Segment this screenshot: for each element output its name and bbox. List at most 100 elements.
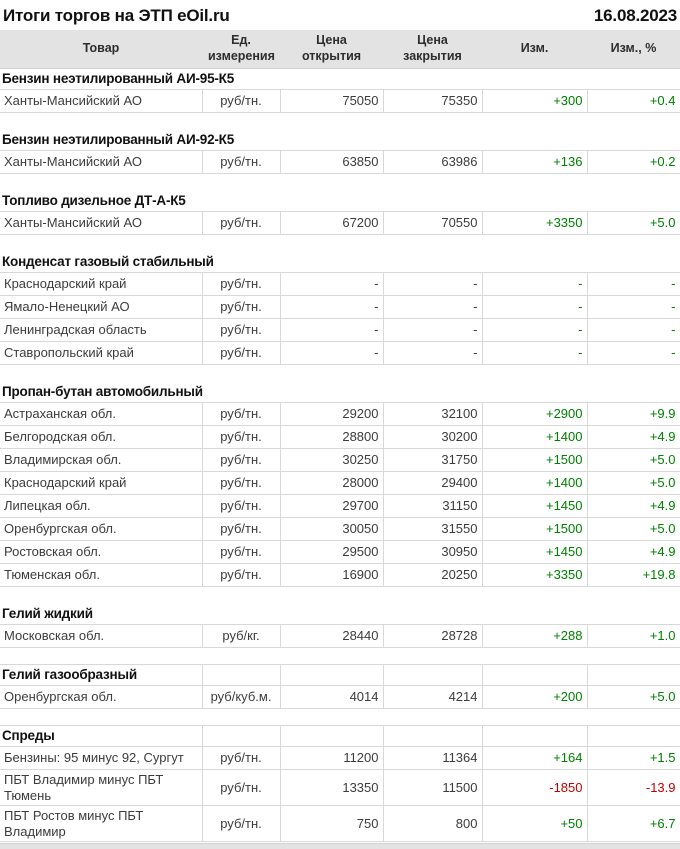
close-price-cell: 70550 [382, 211, 483, 235]
table-footer-bar [0, 843, 680, 849]
section-header-row: Гелий газообразный [0, 664, 680, 686]
title-bar: Итоги торгов на ЭТП eOil.ru 16.08.2023 [0, 0, 680, 30]
section-header-row: Спреды [0, 725, 680, 747]
change-pct-cell: +9.9 [586, 402, 680, 426]
column-header-change-pct: Изм., % [587, 30, 680, 69]
unit-cell: руб/тн. [201, 89, 281, 113]
unit-cell: руб/куб.м. [201, 685, 281, 709]
table-header: Товар Ед. измерения Цена открытия Цена з… [0, 30, 680, 69]
close-price-cell: 11364 [382, 746, 483, 770]
unit-cell: руб/тн. [201, 805, 281, 843]
column-header-product: Товар [0, 30, 202, 69]
section-header-row: Пропан-бутан автомобильный [0, 382, 680, 403]
section-empty-cell-open [279, 725, 384, 747]
unit-cell: руб/тн. [201, 517, 281, 541]
section-gap-row [0, 113, 680, 130]
report-date: 16.08.2023 [593, 5, 677, 25]
section-gap-row [0, 709, 680, 726]
product-cell: ПБТ Владимир минус ПБТ Тюмень [0, 768, 203, 807]
close-price-cell: 32100 [382, 402, 483, 426]
unit-cell: руб/тн. [201, 272, 281, 296]
open-price-cell: 63850 [279, 150, 384, 174]
product-cell: Астраханская обл. [0, 402, 203, 426]
section-empty-cell-open [279, 664, 384, 686]
open-price-cell: 28800 [279, 425, 384, 449]
change-cell: +1450 [481, 494, 588, 518]
open-price-cell: 4014 [279, 685, 384, 709]
change-pct-cell: - [586, 318, 680, 342]
product-cell: Оренбургская обл. [0, 517, 203, 541]
unit-cell: руб/тн. [201, 295, 281, 319]
open-price-cell: 75050 [279, 89, 384, 113]
change-cell: +1400 [481, 425, 588, 449]
change-pct-cell: +4.9 [586, 425, 680, 449]
table-row: Оренбургская обл. руб/тн. 30050 31550 +1500 +… [0, 517, 680, 541]
close-price-cell: 30200 [382, 425, 483, 449]
product-cell: Ханты-Мансийский АО [0, 150, 203, 174]
section-gap-row [0, 648, 680, 665]
open-price-cell: 30050 [279, 517, 384, 541]
open-price-cell: 11200 [279, 746, 384, 770]
page-title: Итоги торгов на ЭТП eOil.ru [3, 5, 230, 25]
section-title: Гелий газообразный [0, 664, 203, 686]
table-row: Тюменская обл. руб/тн. 16900 20250 +3350 +19.… [0, 563, 680, 587]
section-empty-cell-change-pct [586, 664, 680, 686]
gap-cell [0, 174, 680, 191]
change-pct-cell: -13.9 [586, 768, 680, 807]
open-price-cell: - [279, 272, 384, 296]
change-pct-cell: +0.4 [586, 89, 680, 113]
unit-cell: руб/тн. [201, 471, 281, 495]
section-gap-row [0, 235, 680, 252]
section-gap-row [0, 174, 680, 191]
section-title: Топливо дизельное ДТ-А-К5 [2, 192, 186, 208]
table-row: Московская обл. руб/кг. 28440 28728 +288 +1.0 [0, 624, 680, 648]
section-title: Конденсат газовый стабильный [2, 253, 214, 269]
table-row: Ханты-Мансийский АО руб/тн. 75050 75350 +300… [0, 89, 680, 113]
unit-cell: руб/тн. [201, 211, 281, 235]
close-price-cell: 31750 [382, 448, 483, 472]
table-row: Белгородская обл. руб/тн. 28800 30200 +1400 +… [0, 425, 680, 449]
section-header-row: Топливо дизельное ДТ-А-К5 [0, 191, 680, 212]
unit-cell: руб/тн. [201, 341, 281, 365]
change-cell: +2900 [481, 402, 588, 426]
close-price-cell: - [382, 272, 483, 296]
section-title: Бензин неэтилированный АИ-92-К5 [2, 131, 235, 147]
unit-cell: руб/тн. [201, 318, 281, 342]
product-cell: Ростовская обл. [0, 540, 203, 564]
section-title: Пропан-бутан автомобильный [2, 383, 203, 399]
product-cell: Ленинградская область [0, 318, 203, 342]
change-cell: +300 [481, 89, 588, 113]
product-cell: Оренбургская обл. [0, 685, 203, 709]
section-header-row: Конденсат газовый стабильный [0, 252, 680, 273]
close-price-cell: 75350 [382, 89, 483, 113]
change-pct-cell: +5.0 [586, 448, 680, 472]
table-row: Краснодарский край руб/тн. - - - - [0, 272, 680, 296]
section-title: Спреды [0, 725, 203, 747]
table-row: Ставропольский край руб/тн. - - - - [0, 341, 680, 365]
section-empty-cell-close [382, 725, 483, 747]
section-empty-cell-unit [201, 664, 281, 686]
table-row: Ростовская обл. руб/тн. 29500 30950 +1450 +4.… [0, 540, 680, 564]
unit-cell: руб/тн. [201, 425, 281, 449]
section-empty-cell-change [481, 664, 588, 686]
table-row: ПБТ Ростов минус ПБТ Владимир руб/тн. 750 8… [0, 805, 680, 843]
table-row: Ханты-Мансийский АО руб/тн. 67200 70550 +335… [0, 211, 680, 235]
close-price-cell: 11500 [382, 768, 483, 807]
open-price-cell: - [279, 341, 384, 365]
close-price-cell: - [382, 318, 483, 342]
change-pct-cell: - [586, 341, 680, 365]
gap-cell [0, 113, 680, 130]
change-pct-cell: +1.0 [586, 624, 680, 648]
open-price-cell: - [279, 318, 384, 342]
gap-cell [0, 648, 680, 665]
product-cell: Краснодарский край [0, 272, 203, 296]
change-cell: +1500 [481, 517, 588, 541]
close-price-cell: 31550 [382, 517, 483, 541]
product-cell: Тюменская обл. [0, 563, 203, 587]
change-cell: +164 [481, 746, 588, 770]
unit-cell: руб/тн. [201, 746, 281, 770]
product-cell: Московская обл. [0, 624, 203, 648]
change-pct-cell: - [586, 272, 680, 296]
open-price-cell: 16900 [279, 563, 384, 587]
table-row: Бензины: 95 минус 92, Сургут руб/тн. 11200… [0, 746, 680, 770]
